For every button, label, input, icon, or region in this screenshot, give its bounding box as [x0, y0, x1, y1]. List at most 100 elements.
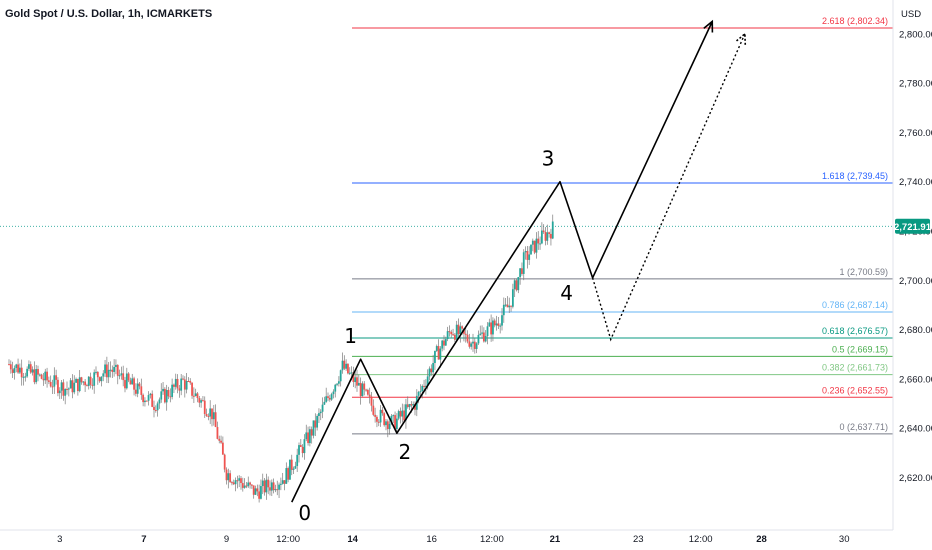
candle-body — [347, 363, 349, 374]
candle-body — [406, 404, 409, 408]
candle-body — [531, 240, 534, 245]
x-tick-label: 12:00 — [480, 534, 504, 545]
candle-body — [278, 484, 280, 490]
candle-body — [209, 408, 212, 417]
candle-body — [501, 315, 503, 326]
candle-body — [17, 364, 19, 373]
candle-body — [37, 369, 39, 375]
y-axis[interactable]: 2,620.00 2,640.00 2,660.00 2,680.00 2,700.00… — [892, 0, 932, 530]
candle-body — [47, 380, 50, 382]
candle-body — [287, 468, 290, 480]
candle-body — [497, 323, 500, 326]
candle-body — [546, 232, 549, 241]
candle-body — [395, 418, 398, 430]
candle-body — [417, 392, 420, 396]
candle-body — [488, 322, 491, 327]
candle-body — [522, 252, 525, 274]
candle-body — [105, 364, 108, 378]
candle-body — [49, 381, 52, 387]
candle-body — [446, 331, 449, 340]
candle-body — [448, 331, 451, 333]
candle-body — [111, 369, 114, 372]
candle-body — [328, 397, 331, 400]
candle-body — [299, 445, 302, 447]
candle-body — [125, 373, 128, 389]
candle-body — [62, 382, 65, 396]
candle-body — [515, 280, 518, 291]
candle-body — [250, 484, 253, 486]
candle-body — [479, 333, 482, 335]
candle-body — [113, 366, 116, 372]
candle-body — [205, 414, 208, 416]
x-tick-label: 23 — [633, 534, 644, 545]
candle-body — [551, 221, 554, 239]
wave-label: 3 — [542, 147, 555, 171]
candle-body — [470, 343, 473, 347]
candle-body — [539, 243, 541, 245]
candle-body — [144, 400, 146, 403]
candle-body — [412, 403, 415, 406]
candle-body — [60, 382, 63, 391]
candle-body — [379, 409, 382, 423]
candle-body — [352, 372, 355, 383]
candle-body — [42, 378, 45, 381]
candle-body — [176, 378, 179, 389]
currency-label: USD — [901, 9, 921, 20]
candle-body — [356, 377, 358, 386]
candle-body — [118, 375, 121, 377]
candle-body — [341, 360, 344, 371]
candle-body — [26, 368, 29, 377]
candle-body — [75, 378, 77, 383]
candle-body — [104, 364, 106, 374]
candle-body — [57, 379, 59, 394]
x-axis[interactable]: 3 7 9 12:00 14 16 12:00 21 23 12:00 28 30 — [0, 529, 893, 545]
candle-body — [292, 468, 295, 470]
candle-body — [499, 325, 502, 327]
candle-body — [399, 411, 402, 417]
candle-body — [231, 482, 233, 484]
candle-body — [263, 480, 266, 493]
candle-body — [441, 340, 444, 349]
candle-body — [274, 489, 277, 491]
candle-body — [89, 376, 92, 385]
candle-body — [145, 400, 148, 402]
candle-body — [138, 383, 141, 387]
candle-body — [218, 438, 221, 441]
candle-body — [173, 384, 175, 387]
candle-body — [182, 378, 184, 380]
wave-label: 0 — [298, 501, 311, 525]
candle-body — [289, 459, 291, 480]
candle-body — [544, 232, 547, 241]
candle-body — [513, 280, 516, 290]
candle-body — [254, 488, 257, 495]
candle-body — [319, 411, 322, 414]
candle-body — [521, 268, 523, 274]
candle-body — [78, 377, 81, 392]
candle-body — [381, 409, 384, 414]
candle-body — [424, 385, 427, 387]
candle-body — [461, 326, 464, 329]
candle-body — [51, 386, 54, 388]
candle-body — [245, 485, 248, 487]
x-axis-ticks: 3 7 9 12:00 14 16 12:00 21 23 12:00 28 30 — [57, 534, 849, 545]
candle-body — [133, 378, 135, 390]
candle-body — [211, 408, 213, 420]
candle-body — [477, 334, 480, 344]
candle-body — [58, 390, 61, 394]
candle-body — [270, 482, 273, 491]
x-tick-label: 7 — [141, 534, 146, 545]
candle-body — [200, 400, 203, 403]
candle-body — [383, 413, 386, 426]
candle-body — [55, 375, 58, 380]
wave-label: 2 — [399, 440, 412, 464]
candle-body — [405, 404, 407, 421]
candle-body — [154, 409, 157, 411]
candle-body — [232, 482, 235, 485]
candle-body — [314, 420, 317, 428]
candle-body — [109, 369, 112, 371]
y-axis-ticks: 2,620.00 2,640.00 2,660.00 2,680.00 2,700.00… — [899, 29, 932, 484]
candle-body — [434, 350, 436, 363]
candle-body — [481, 332, 483, 334]
candle-body — [276, 489, 279, 491]
